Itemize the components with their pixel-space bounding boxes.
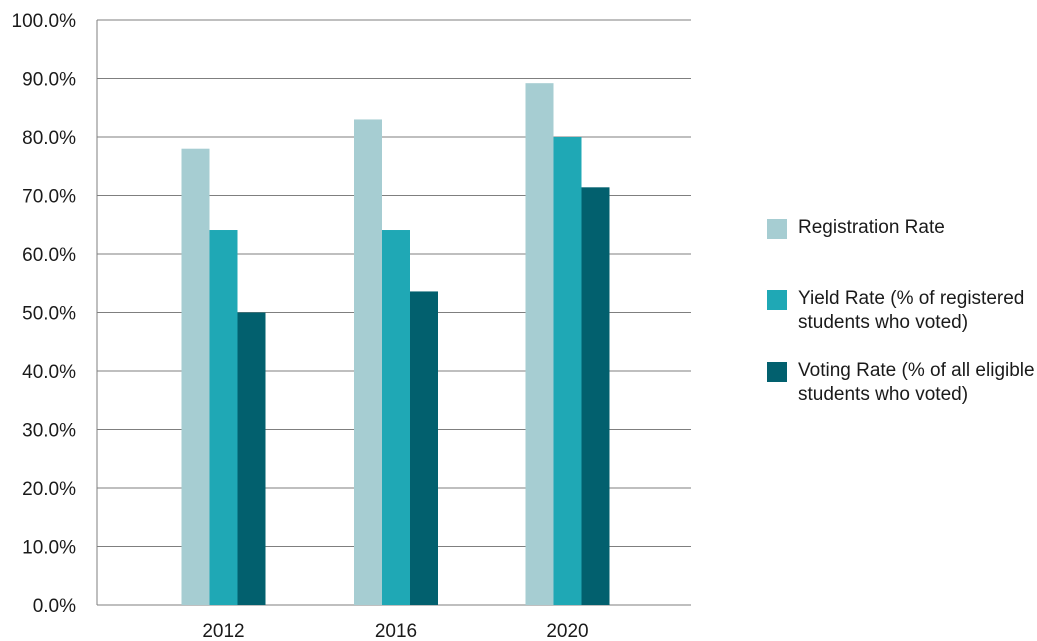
bar	[553, 137, 582, 605]
bar	[581, 187, 610, 605]
y-tick-label: 10.0%	[22, 538, 76, 559]
legend-swatch-voting-rate	[767, 362, 787, 382]
y-tick-label: 50.0%	[22, 304, 76, 325]
bar	[382, 230, 410, 605]
y-tick-label: 40.0%	[22, 362, 76, 383]
bar	[410, 291, 438, 605]
legend-label-registration-rate: Registration Rate	[798, 217, 945, 238]
legend-label-voting-rate: Voting Rate (% of all eligible students …	[798, 360, 1035, 405]
x-tick-label: 2016	[375, 621, 417, 641]
legend-item-registration-rate: Registration Rate	[767, 216, 945, 240]
bar	[209, 230, 238, 605]
legend-item-yield-rate: Yield Rate (% of registered students who…	[767, 287, 1037, 335]
legend-swatch-yield-rate	[767, 290, 787, 310]
legend-item-voting-rate: Voting Rate (% of all eligible students …	[767, 359, 1037, 407]
y-tick-label: 70.0%	[22, 187, 76, 208]
x-tick-label: 2020	[546, 621, 588, 641]
y-tick-label: 20.0%	[22, 479, 76, 500]
bar	[525, 83, 554, 606]
bar	[354, 119, 382, 605]
y-tick-label: 90.0%	[22, 70, 76, 91]
y-tick-label: 100.0%	[12, 11, 77, 32]
legend-swatch-registration-rate	[767, 219, 787, 239]
bar	[237, 312, 266, 605]
legend-label-yield-rate: Yield Rate (% of registered students who…	[798, 288, 1025, 333]
y-tick-label: 60.0%	[22, 245, 76, 266]
y-tick-label: 0.0%	[33, 596, 76, 617]
x-tick-label: 2012	[202, 621, 244, 641]
bar	[181, 148, 210, 605]
y-tick-label: 30.0%	[22, 421, 76, 442]
y-tick-label: 80.0%	[22, 128, 76, 149]
chart-plot: 0.0% 10.0% 20.0% 30.0% 40.0% 50.0% 60.0% 70.0% 8…	[12, 11, 691, 641]
